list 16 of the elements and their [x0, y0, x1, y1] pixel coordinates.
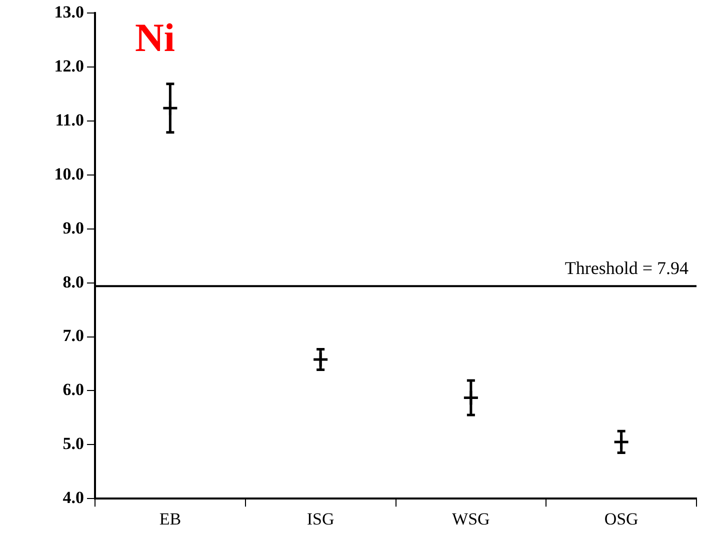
y-tick-label: 11.0 [55, 110, 84, 130]
y-tick-label: 4.0 [62, 488, 84, 507]
x-tick-label: WSG [452, 509, 490, 528]
ref-line-label: Threshold = 7.94 [564, 258, 688, 278]
y-tick-label: 6.0 [62, 380, 84, 400]
y-tick-label: 13.0 [54, 2, 84, 22]
x-tick-label: EB [159, 509, 182, 528]
y-tick-label: 12.0 [54, 56, 84, 76]
y-tick-label: 7.0 [62, 326, 84, 346]
y-tick-label: 8.0 [62, 272, 84, 292]
chart-title: Ni [135, 14, 175, 61]
x-tick-label: OSG [604, 509, 638, 528]
y-tick-label: 9.0 [62, 218, 84, 238]
y-tick-label: 10.0 [54, 164, 84, 184]
y-tick-label: 5.0 [62, 434, 84, 454]
x-tick-label: ISG [306, 509, 334, 528]
